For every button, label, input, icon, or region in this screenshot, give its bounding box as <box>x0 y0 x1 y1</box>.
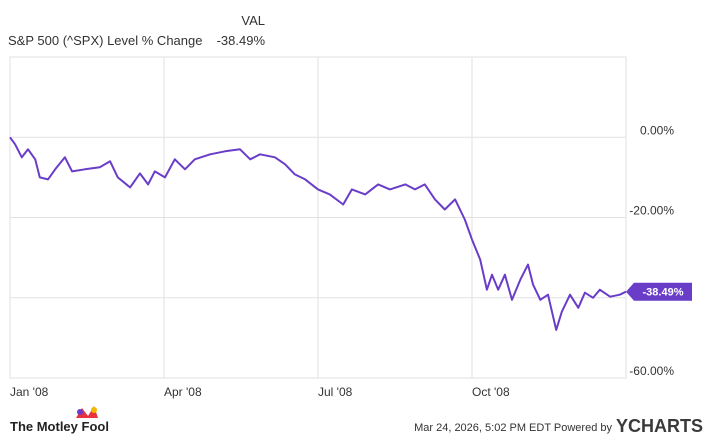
footer-brand: The Motley Fool <box>10 419 109 434</box>
motley-fool-logo <box>76 406 98 418</box>
y-tick-label: -60.00% <box>629 364 674 378</box>
x-tick-label: Oct '08 <box>472 385 510 399</box>
column-label: VAL <box>241 13 265 28</box>
series-line <box>9 136 627 331</box>
legend-name: S&P 500 (^SPX) Level % Change <box>8 33 202 48</box>
x-tick-label: Apr '08 <box>164 385 202 399</box>
footer-timestamp: Mar 24, 2026, 5:02 PM EDT Powered by <box>414 422 612 434</box>
x-tick-label: Jan '08 <box>10 385 49 399</box>
y-tick-label: -20.00% <box>629 204 674 218</box>
y-tick-label: 0.00% <box>640 123 674 137</box>
footer-provider: YCHARTS <box>616 416 703 436</box>
last-value-badge: -38.49% <box>626 282 692 301</box>
legend-value: -38.49% <box>217 33 266 48</box>
x-tick-label: Jul '08 <box>318 385 353 399</box>
badge-shape <box>626 282 692 301</box>
badge-label: -38.49% <box>643 287 684 299</box>
